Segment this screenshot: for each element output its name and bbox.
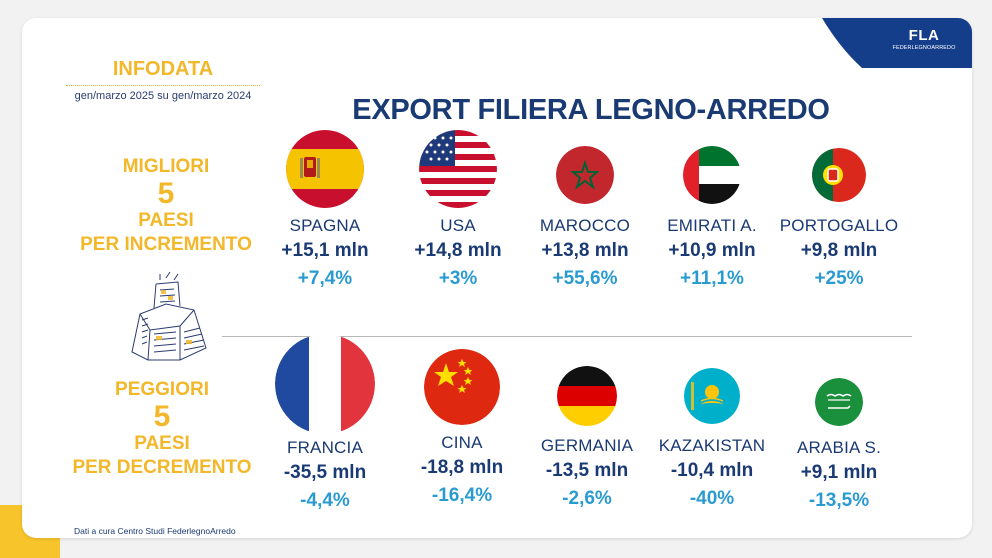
worst-heading: PEGGIORI 5 PAESI PER DECREMENTO — [52, 378, 272, 480]
best-heading-line2: 5 — [157, 177, 175, 210]
country-name: FRANCIA — [286, 438, 364, 457]
uae-flag-icon — [683, 146, 741, 204]
infodata-rule — [66, 85, 260, 86]
country-amount: +9,1 mln — [800, 462, 878, 483]
country-name: MAROCCO — [539, 216, 631, 235]
country-emirati: EMIRATI A. +10,9 mln +11,1% — [647, 130, 777, 290]
country-amount: +9,8 mln — [800, 240, 878, 261]
infodata-label: INFODATA — [112, 58, 214, 80]
country-amount: +14,8 mln — [414, 240, 502, 261]
country-percent: -4,4% — [300, 490, 350, 511]
infodata-block: INFODATA gen/marzo 2025 su gen/marzo 202… — [58, 58, 268, 102]
building-illustration-icon — [131, 271, 207, 361]
worst-heading-line4: PER DECREMENTO — [72, 457, 252, 478]
country-percent: -40% — [689, 488, 735, 509]
page-title: EXPORT FILIERA LEGNO-ARREDO — [352, 94, 830, 126]
country-percent: +3% — [438, 268, 478, 289]
country-name: KAZAKISTAN — [658, 436, 766, 455]
country-name: GERMANIA — [540, 436, 634, 455]
country-francia: FRANCIA -35,5 mln -4,4% — [260, 334, 390, 512]
period-label: gen/marzo 2025 su gen/marzo 2024 — [74, 90, 252, 102]
country-name: PORTOGALLO — [779, 216, 899, 235]
country-amount: +13,8 mln — [541, 240, 629, 261]
country-name: CINA — [441, 433, 483, 452]
best-heading-line4: PER INCREMENTO — [80, 234, 252, 255]
country-amount: -18,8 mln — [420, 457, 504, 478]
corner-banner — [822, 18, 972, 68]
worst-heading-line3: PAESI — [134, 433, 190, 454]
country-percent: +7,4% — [297, 268, 353, 289]
country-name: SPAGNA — [289, 216, 361, 235]
fla-logo-mark: FLA — [908, 27, 940, 44]
country-kazakistan: KAZAKISTAN -10,4 mln -40% — [647, 368, 777, 510]
best-heading-line1: MIGLIORI — [122, 156, 210, 177]
country-cina: CINA -18,8 mln -16,4% — [397, 349, 527, 507]
country-percent: +55,6% — [552, 268, 618, 289]
morocco-flag-icon — [556, 146, 614, 204]
usa-flag-icon — [419, 130, 497, 208]
fla-logo-subtitle: FEDERLEGNOARREDO — [892, 45, 956, 51]
country-name: USA — [440, 216, 476, 235]
kazakhstan-flag-icon — [684, 368, 740, 424]
section-divider — [222, 336, 912, 337]
country-marocco: MAROCCO +13,8 mln +55,6% — [520, 130, 650, 290]
infographic-card: FLA FEDERLEGNOARREDO INFODATA gen/marzo … — [22, 18, 972, 538]
france-flag-icon — [275, 334, 375, 434]
country-amount: -10,4 mln — [670, 460, 754, 481]
country-percent: +11,1% — [680, 268, 744, 289]
source-footnote: Dati a cura Centro Studi FederlegnoArred… — [74, 526, 236, 536]
germany-flag-icon — [557, 366, 617, 426]
country-amount: -13,5 mln — [545, 460, 629, 481]
saudi-arabia-flag-icon — [815, 378, 863, 426]
spain-flag-icon — [286, 130, 364, 208]
best-heading-line3: PAESI — [138, 210, 194, 231]
country-portogallo: PORTOGALLO +9,8 mln +25% — [774, 130, 904, 290]
country-name: ARABIA S. — [796, 438, 881, 457]
country-amount: +10,9 mln — [668, 240, 756, 261]
country-arabia: ARABIA S. +9,1 mln -13,5% — [774, 378, 904, 512]
country-percent: +25% — [814, 268, 864, 289]
country-spagna: SPAGNA +15,1 mln +7,4% — [260, 130, 390, 290]
country-usa: USA +14,8 mln +3% — [393, 130, 523, 290]
portugal-flag-icon — [812, 148, 866, 202]
fla-logo: FLA FEDERLEGNOARREDO — [888, 28, 960, 60]
country-percent: -13,5% — [808, 490, 870, 511]
worst-heading-line1: PEGGIORI — [115, 379, 209, 400]
country-germania: GERMANIA -13,5 mln -2,6% — [522, 366, 652, 510]
country-name: EMIRATI A. — [667, 216, 757, 235]
country-percent: -2,6% — [562, 488, 612, 509]
country-amount: +15,1 mln — [281, 240, 369, 261]
china-flag-icon — [424, 349, 500, 425]
country-percent: -16,4% — [431, 485, 493, 506]
best-heading: MIGLIORI 5 PAESI PER INCREMENTO — [56, 155, 276, 257]
country-amount: -35,5 mln — [283, 462, 367, 483]
worst-heading-line2: 5 — [153, 400, 171, 433]
